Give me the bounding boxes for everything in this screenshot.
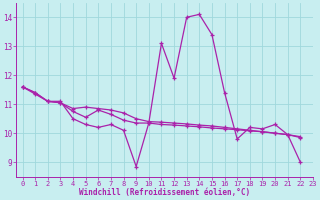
X-axis label: Windchill (Refroidissement éolien,°C): Windchill (Refroidissement éolien,°C)	[79, 188, 250, 197]
